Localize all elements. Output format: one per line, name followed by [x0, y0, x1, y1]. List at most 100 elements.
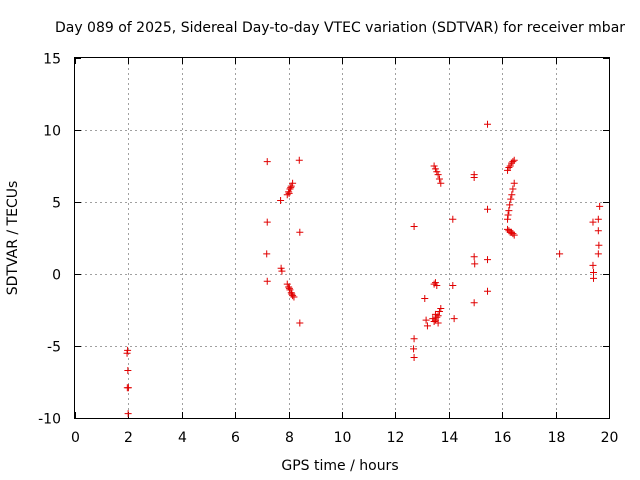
data-point — [509, 158, 517, 166]
data-point — [124, 346, 132, 354]
chart-title: Day 089 of 2025, Sidereal Day-to-day VTE… — [55, 20, 625, 36]
x-tick-label: 14 — [441, 430, 459, 446]
y-tick-label: -5 — [47, 340, 61, 356]
data-point — [421, 294, 429, 302]
data-point — [289, 179, 297, 187]
data-point — [510, 156, 518, 164]
data-point — [430, 162, 438, 170]
data-point — [471, 260, 479, 268]
data-point — [295, 156, 303, 164]
data-point — [556, 250, 564, 258]
data-point — [287, 289, 295, 297]
data-points — [123, 120, 604, 418]
x-tick-label: 16 — [494, 430, 512, 446]
data-point — [509, 230, 517, 238]
data-point — [484, 256, 492, 264]
data-point — [285, 189, 293, 197]
grid — [75, 58, 609, 418]
x-tick-label: 6 — [231, 430, 240, 446]
data-point — [433, 282, 441, 290]
data-point — [434, 171, 442, 179]
data-point — [124, 384, 132, 392]
x-tick-label: 8 — [285, 430, 294, 446]
x-tick-label: 10 — [334, 430, 352, 446]
x-tick-label: 18 — [548, 430, 566, 446]
data-point — [450, 315, 458, 323]
y-tick-label: 15 — [43, 52, 61, 68]
data-point — [504, 166, 512, 174]
plot-frame — [74, 57, 610, 419]
data-point — [296, 228, 304, 236]
data-point — [435, 307, 443, 315]
data-point — [286, 286, 294, 294]
data-point — [430, 318, 438, 326]
data-point — [286, 185, 294, 193]
data-point — [277, 197, 285, 205]
data-point — [263, 277, 271, 285]
x-tick-label: 0 — [71, 430, 80, 446]
data-point — [410, 335, 418, 343]
data-point — [449, 215, 457, 223]
data-point — [410, 222, 418, 230]
data-point — [484, 287, 492, 295]
y-tick-label: 10 — [43, 124, 61, 140]
data-point — [296, 319, 304, 327]
data-point — [431, 310, 439, 318]
data-point — [504, 211, 512, 219]
x-axis-tick-labels: 0 2 4 6 8 10 12 14 16 18 20 — [71, 430, 618, 446]
data-point — [289, 292, 297, 300]
data-point — [285, 283, 293, 291]
data-point — [449, 282, 457, 290]
data-point — [510, 231, 518, 239]
data-point — [422, 316, 430, 324]
data-point — [431, 165, 439, 173]
data-point — [423, 322, 431, 330]
data-point — [283, 280, 291, 288]
data-point — [431, 279, 439, 287]
data-point — [594, 215, 602, 223]
data-point — [504, 215, 512, 223]
data-point — [505, 207, 513, 215]
data-point — [410, 354, 418, 362]
data-point — [505, 163, 513, 171]
y-axis-title: SDTVAR / TECUs — [5, 181, 21, 296]
x-axis-title: GPS time / hours — [281, 458, 398, 474]
data-point — [123, 349, 131, 357]
data-point — [589, 261, 597, 269]
y-tick-label: 0 — [52, 268, 61, 284]
data-point — [124, 410, 132, 418]
data-point — [278, 267, 286, 275]
data-point — [263, 218, 271, 226]
data-point — [509, 185, 517, 193]
data-point — [596, 202, 604, 210]
data-point — [433, 168, 441, 176]
data-point — [288, 290, 296, 298]
y-tick-label: -10 — [38, 412, 61, 428]
data-point — [470, 299, 478, 307]
data-point — [410, 345, 418, 353]
x-tick-label: 12 — [387, 430, 405, 446]
data-point — [589, 218, 597, 226]
y-tick-label: 5 — [52, 196, 61, 212]
data-point — [263, 250, 271, 258]
data-point — [285, 188, 293, 196]
data-point — [434, 319, 442, 327]
data-point — [287, 182, 295, 190]
x-tick-label: 2 — [124, 430, 133, 446]
x-tick-label: 4 — [178, 430, 187, 446]
data-point — [470, 174, 478, 182]
data-point — [263, 158, 271, 166]
data-point — [594, 250, 602, 258]
data-point — [285, 284, 293, 292]
data-point — [507, 195, 515, 203]
data-point — [510, 179, 518, 187]
data-point — [590, 274, 598, 282]
data-point — [595, 241, 603, 249]
data-point — [435, 175, 443, 183]
data-point — [508, 191, 516, 199]
y-axis-tick-labels: -10 -5 0 5 10 15 — [38, 52, 61, 428]
data-point — [124, 366, 132, 374]
data-point — [287, 184, 295, 192]
data-point — [506, 201, 514, 209]
